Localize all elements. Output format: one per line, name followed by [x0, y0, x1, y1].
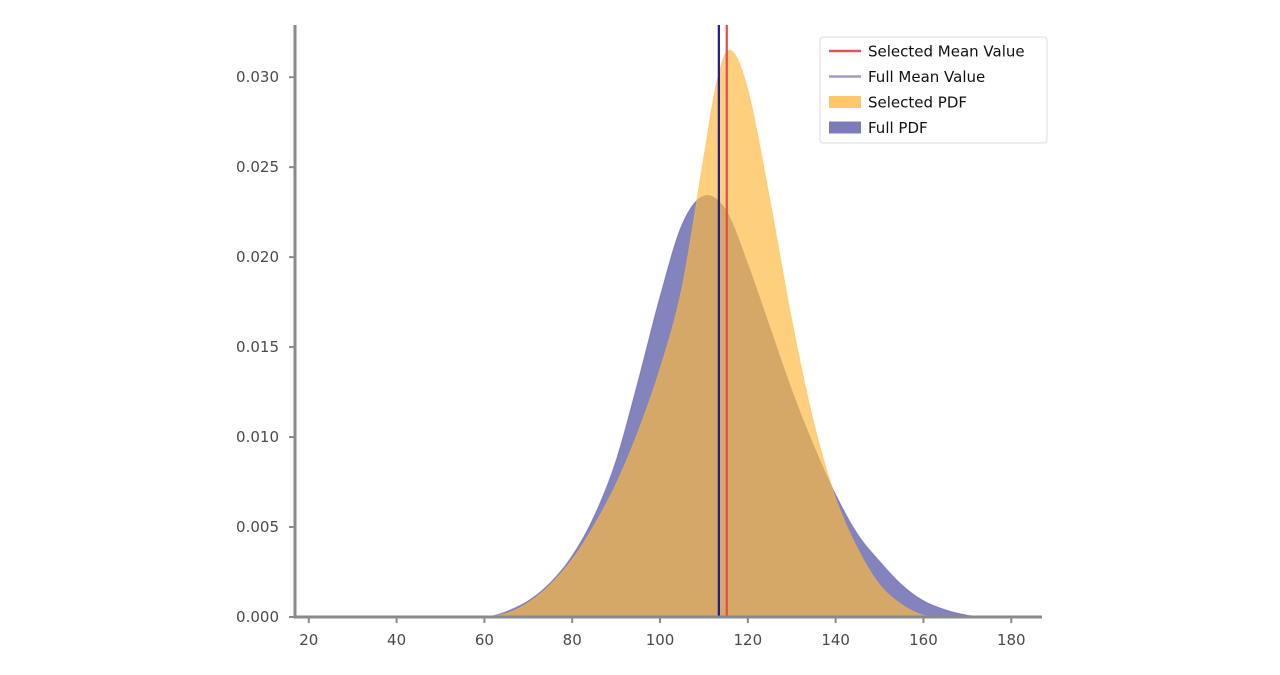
legend: Selected Mean Value Full Mean Value Select…	[819, 36, 1048, 144]
legend-label: Full Mean Value	[868, 68, 985, 86]
mean-lines-layer	[717, 25, 728, 617]
x-tick-label: 180	[997, 631, 1026, 649]
legend-swatch	[829, 96, 861, 108]
x-tick-label: 140	[821, 631, 850, 649]
y-tick-label: 0.025	[236, 158, 279, 176]
legend-label: Full PDF	[868, 119, 928, 137]
legend-swatch	[829, 121, 861, 134]
x-tick-label: 20	[299, 631, 318, 649]
y-tick-label: 0.015	[236, 338, 279, 356]
y-ticks: 0.000 0.005 0.010 0.015 0.020 0.025 0.030	[236, 68, 295, 626]
legend-item-selected-mean-value: Selected Mean Value	[829, 43, 1025, 61]
y-tick-label: 0.010	[236, 428, 279, 446]
axes-layer	[293, 25, 1042, 619]
legend-label: Selected PDF	[868, 94, 967, 112]
x-tick-label: 60	[475, 631, 494, 649]
legend-item-selected-pdf: Selected PDF	[829, 94, 967, 112]
legend-item-full-mean-value: Full Mean Value	[829, 68, 985, 86]
y-tick-label: 0.020	[236, 248, 279, 266]
legend-items: Selected Mean Value Full Mean Value Select…	[829, 43, 1025, 137]
x-tick-label: 120	[734, 631, 763, 649]
y-tick-label: 0.005	[236, 518, 279, 536]
x-tick-label: 160	[909, 631, 938, 649]
legend-item-full-pdf: Full PDF	[829, 119, 928, 137]
x-ticks: 20 40 60 80 100 120 140 160 180	[299, 617, 1026, 649]
y-tick-label: 0.030	[236, 68, 279, 86]
x-tick-label: 40	[387, 631, 406, 649]
x-tick-label: 100	[646, 631, 675, 649]
y-tick-label: 0.000	[236, 608, 279, 626]
x-tick-label: 80	[563, 631, 582, 649]
legend-frame	[819, 36, 1048, 144]
legend-label: Selected Mean Value	[868, 43, 1025, 61]
